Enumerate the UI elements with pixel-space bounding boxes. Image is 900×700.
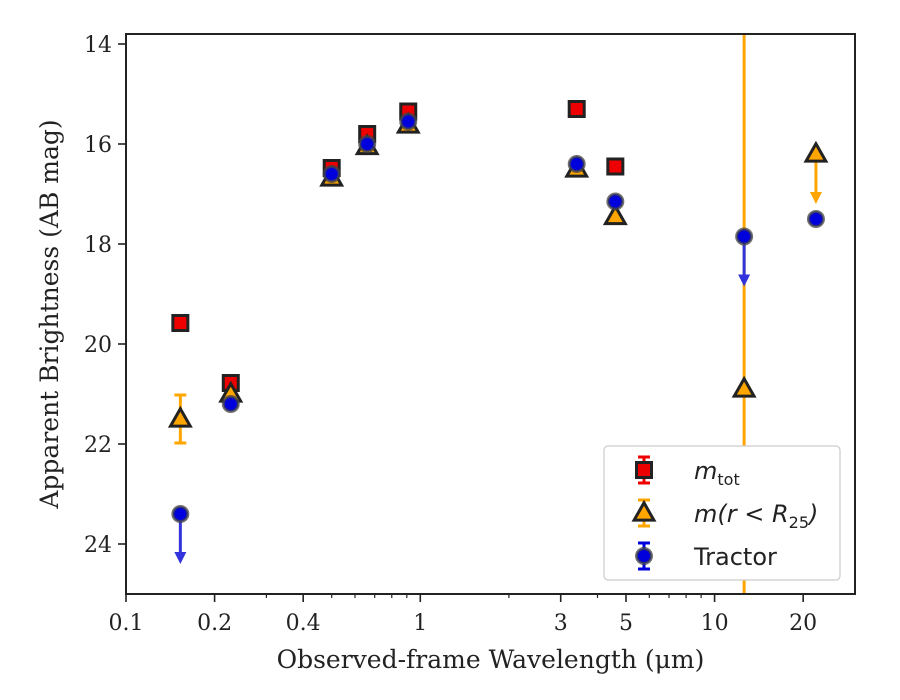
legend-label-main: m (694, 457, 717, 485)
plot-frame (125, 33, 856, 595)
legend-label-main: m(r < R (694, 500, 789, 528)
legend-marker-circle (635, 547, 653, 565)
y-axis-ticks: 14 16 18 20 22 24 (84, 33, 126, 558)
y-tick-label: 24 (84, 533, 112, 558)
data-point-square (171, 314, 190, 332)
y-tick-label: 18 (84, 233, 112, 258)
series-circle (171, 112, 825, 564)
y-axis-label: Apparent Brightness (AB mag) (35, 119, 64, 509)
data-point-square (606, 157, 625, 176)
legend-label-end: ) (807, 500, 818, 528)
data-point-circle (171, 505, 190, 523)
data-point-circle (322, 165, 341, 183)
upper-limit-arrow-head (809, 192, 822, 204)
legend-marker-triangle (631, 499, 657, 522)
x-tick-label: 3 (554, 611, 568, 636)
x-axis-label: Observed-frame Wavelength (μm) (277, 645, 705, 674)
legend-marker-square (635, 461, 653, 479)
legend-item: Tractor (635, 541, 777, 571)
x-tick-label: 5 (619, 611, 633, 636)
data-point-triangle (602, 203, 628, 226)
data-marks-layer (167, 100, 829, 564)
legend-label: Tractor (693, 543, 777, 571)
data-point-circle (735, 227, 754, 246)
upper-limit-arrow-head (174, 552, 187, 564)
data-point-circle (399, 112, 418, 131)
data-point-triangle (167, 405, 193, 428)
y-tick-label: 22 (84, 433, 112, 458)
legend-items: mtot m(r < R25) Tractor (631, 455, 818, 571)
legend-label-subscript: 25 (789, 513, 809, 532)
legend-label-main: Tractor (693, 543, 777, 571)
legend-box (603, 445, 841, 581)
y-tick-label: 14 (84, 33, 112, 58)
y-tick-label: 16 (84, 133, 112, 158)
legend-label-subscript: tot (717, 470, 739, 489)
legend-label: mtot (694, 457, 740, 489)
x-tick-label: 0.4 (286, 611, 321, 636)
data-point-circle (567, 155, 586, 173)
data-point-circle (806, 210, 825, 228)
data-point-circle (221, 395, 240, 413)
data-point-circle (606, 192, 625, 211)
legend-item: mtot (635, 455, 740, 489)
x-tick-label: 0.1 (109, 611, 144, 636)
x-tick-label: 1 (413, 611, 427, 636)
data-point-square (567, 100, 586, 118)
y-tick-label: 20 (84, 333, 112, 358)
x-axis-ticks: 0.1 0.2 0.4 1 3 5 10 20 (109, 594, 817, 636)
x-tick-label: 10 (701, 611, 729, 636)
legend: mtot m(r < R25) Tractor (603, 445, 841, 581)
data-point-triangle (731, 375, 757, 398)
legend-item: m(r < R25) (631, 498, 818, 532)
x-tick-label: 20 (789, 611, 817, 636)
data-point-circle (358, 135, 377, 153)
legend-label: m(r < R25) (694, 500, 818, 532)
data-point-triangle (803, 140, 829, 163)
upper-limit-arrow-head (738, 274, 751, 287)
x-tick-label: 0.2 (197, 611, 232, 636)
